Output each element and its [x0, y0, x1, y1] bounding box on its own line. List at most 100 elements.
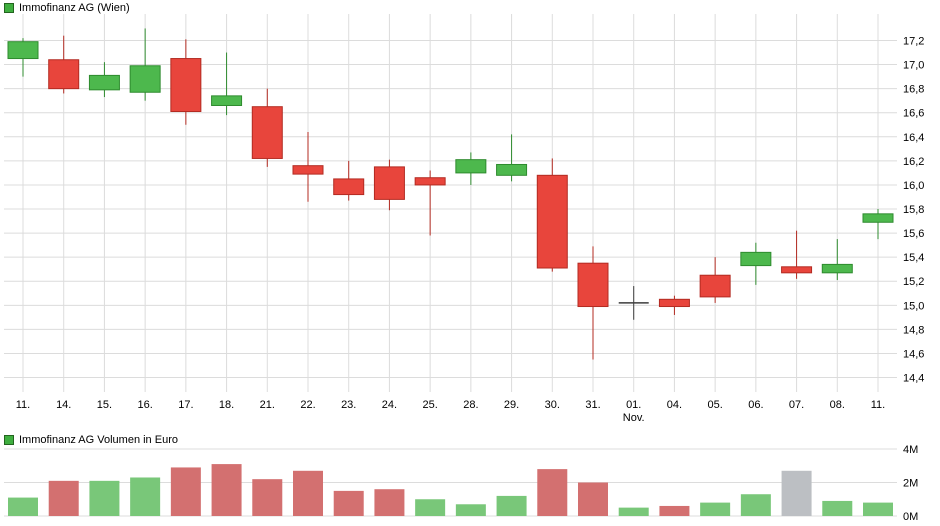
price-ytick-label: 15,4	[903, 252, 924, 264]
xtick-label: 01.	[626, 399, 641, 411]
price-ytick-label: 16,2	[903, 156, 924, 168]
candle-11.	[862, 209, 894, 240]
volume-bar-04.	[659, 505, 690, 516]
candle-17.	[170, 39, 202, 125]
xtick-label: 14.	[56, 399, 71, 411]
xtick-label: 04.	[667, 399, 682, 411]
candle-18.	[211, 52, 243, 116]
xtick-label: 23.	[341, 399, 356, 411]
candle-body	[658, 298, 690, 308]
volume-legend: Immofinanz AG Volumen in Euro	[4, 434, 178, 446]
volume-ytick-label: 4M	[903, 444, 918, 456]
price-ytick-label: 15,8	[903, 204, 924, 216]
price-ytick-label: 14,8	[903, 324, 924, 336]
price-legend-label: Immofinanz AG (Wien)	[19, 2, 130, 14]
volume-bar-08.	[822, 500, 853, 516]
xtick-label: 30.	[545, 399, 560, 411]
xtick-label: 31.	[585, 399, 600, 411]
volume-bar-16.	[130, 477, 161, 516]
price-ytick-label: 16,6	[903, 108, 924, 120]
volume-bar-31.	[578, 482, 608, 516]
price-ytick-label: 15,2	[903, 276, 924, 288]
candle-28.	[455, 152, 487, 185]
candle-body	[699, 274, 731, 298]
xtick-label: 15.	[97, 399, 112, 411]
xtick-label: 25.	[422, 399, 437, 411]
xtick-label: 06.	[748, 399, 763, 411]
price-ytick-label: 15,0	[903, 300, 924, 312]
candle-body	[862, 213, 894, 223]
candle-24.	[373, 159, 405, 211]
candle-05.	[699, 257, 731, 303]
candle-body	[211, 95, 243, 106]
volume-bar-25.	[415, 499, 446, 516]
price-chart-section: Immofinanz AG (Wien) 17,2 17,0 16,8 16,6 16,…	[4, 2, 924, 424]
candle-16.	[129, 28, 161, 101]
price-ytick-label: 16,4	[903, 132, 924, 144]
candle-15.	[88, 62, 120, 98]
price-ytick-label: 15,6	[903, 228, 924, 240]
volume-bar-11.	[8, 497, 38, 516]
candle-01.	[618, 286, 649, 320]
candle-body	[821, 263, 853, 274]
volume-bar-18.	[211, 464, 242, 516]
volume-bar-06.	[740, 494, 771, 516]
candle-body	[129, 65, 161, 93]
price-ytick-label: 16,8	[903, 84, 924, 96]
price-ytick-label: 17,0	[903, 60, 924, 72]
candle-22.	[292, 131, 324, 202]
xtick-label: 05.	[707, 399, 722, 411]
candle-14.	[48, 35, 80, 94]
candle-08.	[821, 239, 853, 281]
xtick-label: 17.	[178, 399, 193, 411]
xtick-label: 07.	[789, 399, 804, 411]
xtick-label: 11.	[16, 399, 30, 411]
candle-11.	[7, 38, 39, 77]
xtick-label: 28.	[463, 399, 478, 411]
candle-body	[781, 266, 813, 274]
volume-bar-01.	[618, 507, 649, 516]
candle-body	[88, 74, 120, 91]
price-ytick-label: 14,4	[903, 373, 924, 385]
volume-bar-24.	[374, 489, 405, 516]
candle-body	[536, 174, 568, 269]
volume-bar-15.	[89, 480, 120, 516]
volume-bar-21.	[252, 479, 283, 516]
month-label: Nov.	[623, 412, 645, 424]
volume-bar-chart: 4M 2M 0M	[4, 444, 918, 523]
volume-ytick-label: 0M	[903, 511, 918, 523]
volume-bar-07.	[781, 470, 812, 516]
volume-bar-05.	[700, 502, 731, 516]
volume-legend-label: Immofinanz AG Volumen in Euro	[19, 434, 178, 446]
volume-bar-30.	[537, 469, 568, 516]
candle-body	[292, 165, 324, 175]
candle-07.	[781, 230, 813, 279]
volume-bar-14.	[48, 480, 79, 516]
volume-bar-28.	[455, 504, 486, 516]
volume-bar-17.	[170, 467, 201, 516]
candle-body	[373, 166, 405, 200]
candle-body	[48, 59, 80, 90]
xtick-label: 24.	[382, 399, 397, 411]
candle-06.	[740, 242, 772, 285]
candle-body	[333, 178, 365, 196]
candle-04.	[658, 295, 690, 315]
candle-body	[251, 106, 283, 159]
price-candlestick-chart: 17,2 17,0 16,8 16,6 16,4 16,2 16,0 15,8 15,6 15,4…	[4, 14, 924, 424]
xtick-label: 21.	[260, 399, 275, 411]
volume-ytick-label: 2M	[903, 478, 918, 490]
price-ytick-label: 17,2	[903, 35, 924, 47]
candle-25.	[414, 170, 446, 236]
xtick-label: 08.	[830, 399, 845, 411]
volume-bar-23.	[333, 490, 364, 516]
candle-body	[7, 41, 39, 60]
series-swatch-icon	[4, 435, 14, 445]
xtick-label: 22.	[300, 399, 315, 411]
price-ytick-label: 14,6	[903, 348, 924, 360]
candle-body	[414, 177, 446, 186]
candle-21.	[251, 88, 283, 167]
xtick-label: 16.	[137, 399, 152, 411]
candle-30.	[536, 158, 568, 272]
price-legend: Immofinanz AG (Wien)	[4, 2, 130, 14]
